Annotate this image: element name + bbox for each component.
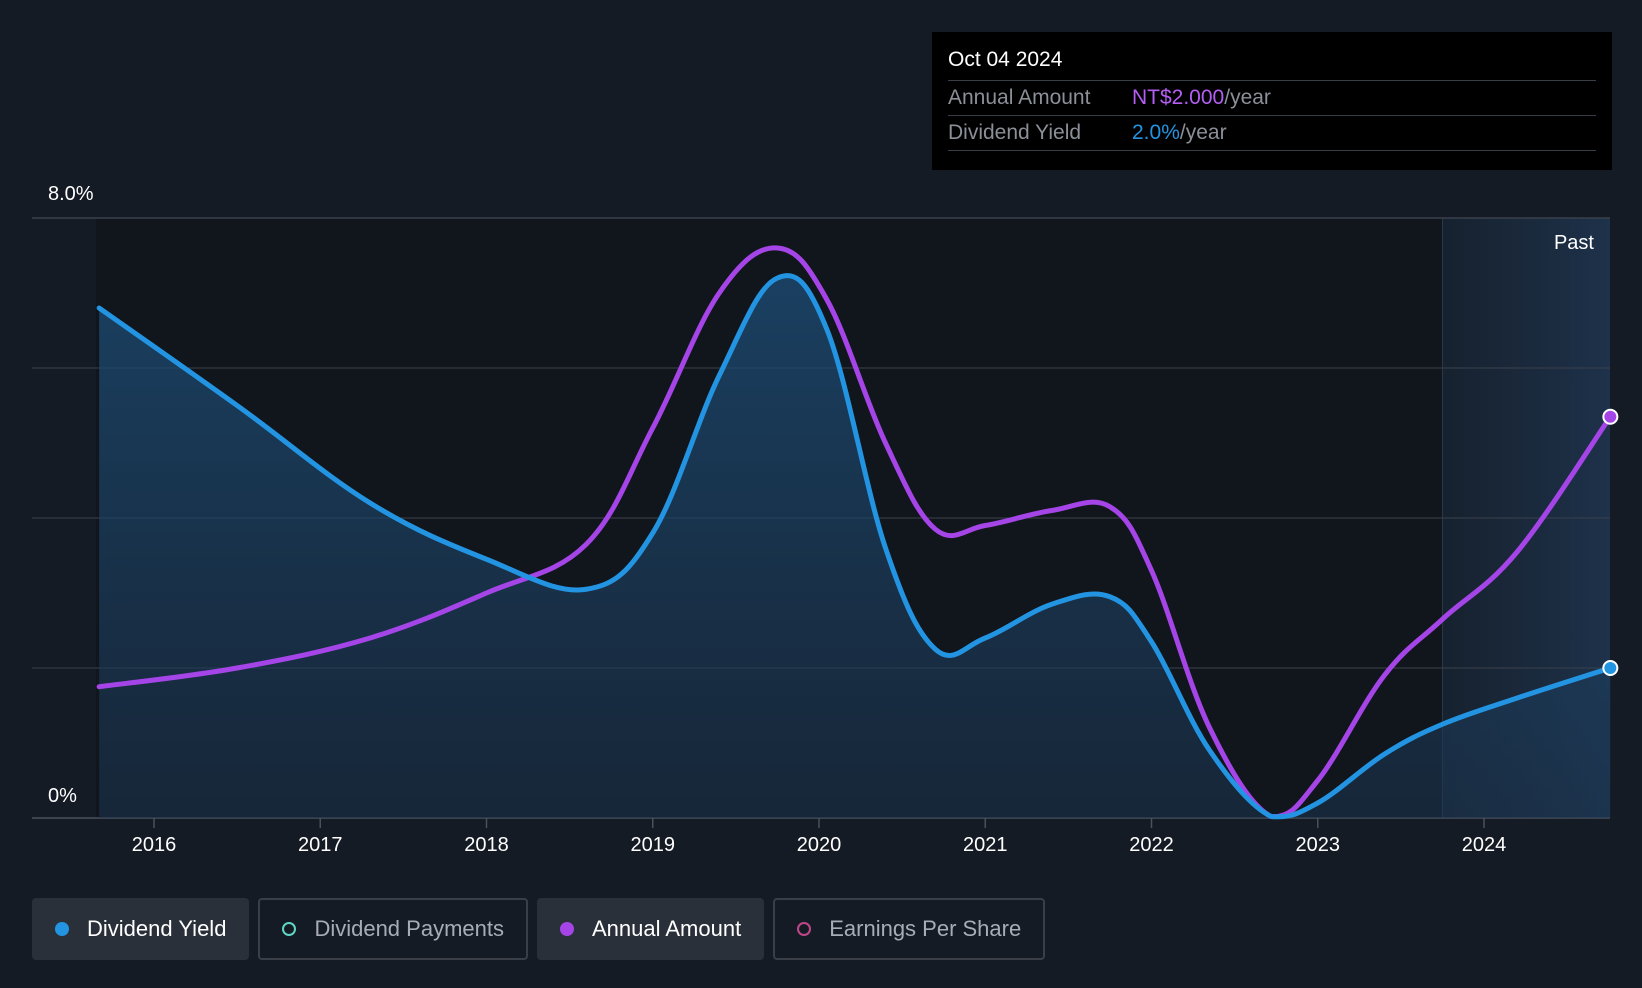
dividend-yield-line	[96, 273, 1613, 820]
tooltip-panel: Oct 04 2024 Annual Amount NT$2.000 /year…	[932, 32, 1612, 170]
dividend-yield-dot-icon	[55, 922, 69, 936]
tooltip-dividend-yield-value: 2.0%	[1132, 121, 1180, 144]
tooltip-annual-amount-value: NT$2.000	[1132, 86, 1225, 109]
x-tick-label: 2022	[1129, 834, 1174, 856]
tooltip-date: Oct 04 2024	[948, 46, 1596, 81]
past-label: Past	[1554, 232, 1594, 254]
legend-dividend-yield-label: Dividend Yield	[87, 916, 227, 941]
earnings-per-share-ring-icon	[797, 922, 812, 936]
x-tick-label: 2021	[963, 834, 1008, 856]
tooltip-annual-amount-label: Annual Amount	[948, 86, 1091, 109]
legend-dividend-yield-button[interactable]: Dividend Yield	[32, 898, 250, 960]
legend-earnings-per-share-button[interactable]: Earnings Per Share	[773, 898, 1046, 960]
tooltip-row-dividend-yield: Dividend Yield 2.0% /year	[948, 116, 1596, 151]
x-tick-label: 2017	[298, 834, 343, 856]
annual-amount-dot-icon	[559, 922, 574, 936]
x-tick-label: 2018	[464, 834, 509, 856]
legend-annual-amount-label: Annual Amount	[591, 916, 742, 941]
x-tick-label: 2020	[797, 834, 842, 856]
y-axis-top-label: 8.0%	[48, 183, 94, 205]
legend-earnings-per-share-label: Earnings Per Share	[829, 916, 1022, 941]
x-tick-label: 2019	[631, 834, 676, 856]
x-tick-label: 2024	[1462, 834, 1507, 856]
dividend-payments-ring-icon	[282, 922, 297, 936]
dividend-yield-area	[99, 275, 1611, 818]
tooltip-annual-amount-unit: /year	[1224, 86, 1271, 109]
legend-dividend-payments-label: Dividend Payments	[314, 916, 504, 941]
y-axis-bottom-label: 0%	[48, 785, 77, 807]
annual-amount-end-marker	[1602, 408, 1619, 425]
x-tick-label: 2023	[1296, 834, 1341, 856]
tooltip-dividend-yield-unit: /year	[1179, 121, 1227, 144]
tooltip-row-annual-amount: Annual Amount NT$2.000 /year	[948, 81, 1596, 116]
x-tick-label: 2016	[132, 834, 177, 856]
legend-annual-amount-button[interactable]: Annual Amount	[536, 898, 765, 960]
legend-dividend-payments-button[interactable]: Dividend Payments	[258, 898, 528, 960]
tooltip-dividend-yield-label: Dividend Yield	[948, 121, 1082, 144]
dividend-yield-end-marker	[1602, 660, 1619, 676]
legend: Dividend Yield Dividend Payments Annual …	[32, 898, 1046, 960]
annual-amount-line	[96, 245, 1613, 820]
